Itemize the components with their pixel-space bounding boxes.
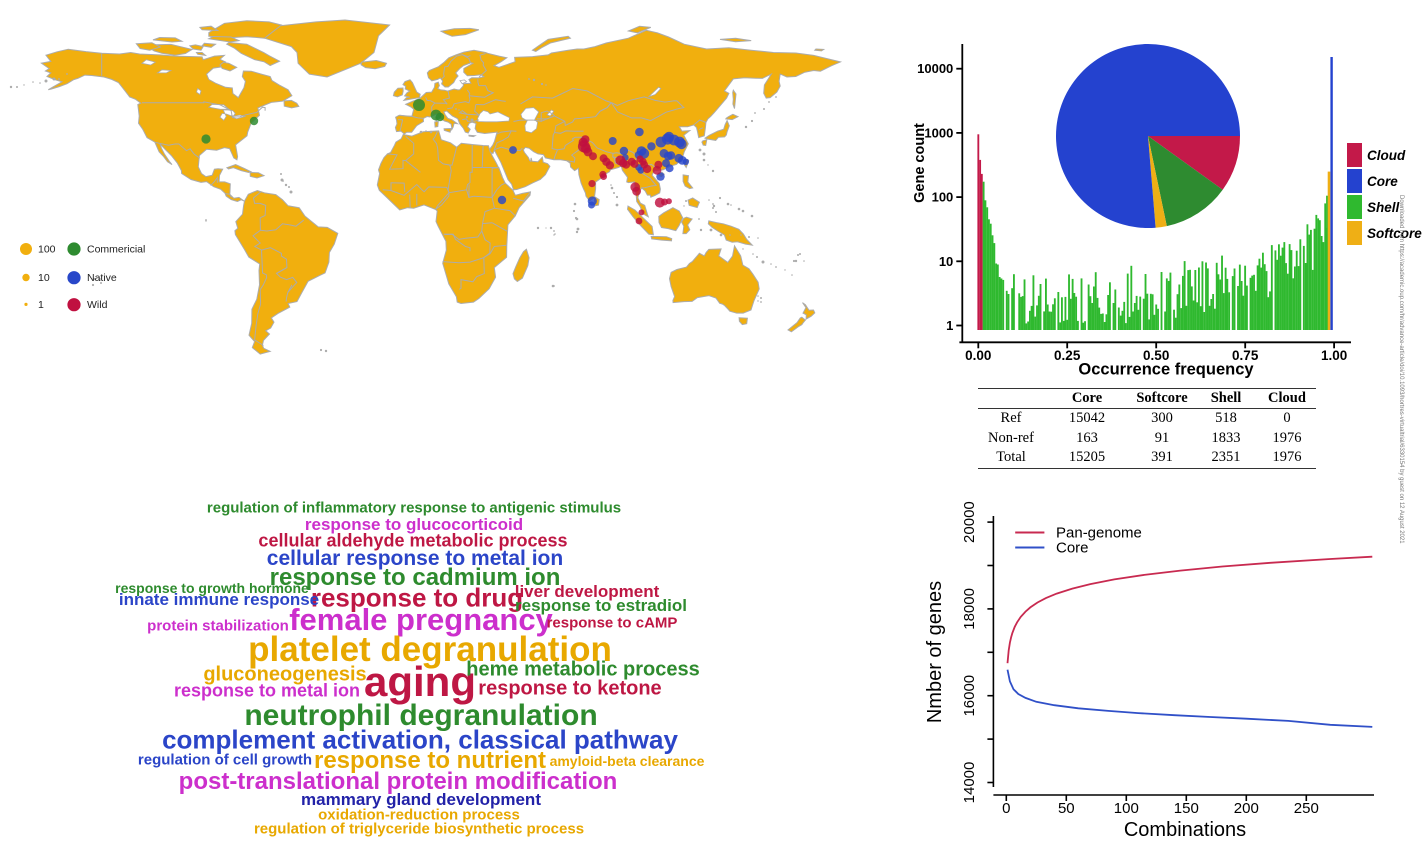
svg-text:16000: 16000 (961, 675, 978, 717)
svg-text:1: 1 (946, 318, 953, 333)
svg-text:1000: 1000 (924, 125, 953, 140)
svg-text:10: 10 (38, 272, 50, 284)
svg-text:100: 100 (1114, 800, 1139, 817)
svg-text:Occurrence frequency: Occurrence frequency (1078, 361, 1254, 379)
svg-text:0.75: 0.75 (1232, 348, 1259, 363)
svg-text:Native: Native (87, 272, 117, 284)
svg-text:Nmber of genes: Nmber of genes (924, 581, 946, 723)
svg-text:Softcore: Softcore (1367, 226, 1422, 241)
svg-text:Combinations: Combinations (1124, 819, 1246, 841)
svg-text:Core: Core (1056, 540, 1089, 557)
svg-text:150: 150 (1174, 800, 1199, 817)
svg-text:0: 0 (1002, 800, 1010, 817)
svg-text:10: 10 (939, 254, 953, 269)
svg-text:20000: 20000 (961, 501, 978, 543)
svg-text:10000: 10000 (917, 61, 953, 76)
svg-text:Cloud: Cloud (1367, 148, 1406, 163)
svg-text:Pan-genome: Pan-genome (1056, 525, 1142, 542)
svg-text:0.25: 0.25 (1054, 348, 1081, 363)
svg-text:0.00: 0.00 (965, 348, 991, 363)
svg-text:14000: 14000 (961, 762, 978, 804)
svg-text:Gene count: Gene count (912, 123, 928, 203)
svg-text:1.00: 1.00 (1321, 348, 1347, 363)
svg-text:100: 100 (38, 244, 56, 256)
svg-text:Commericial: Commericial (87, 244, 145, 256)
svg-text:200: 200 (1234, 800, 1259, 817)
svg-text:1: 1 (38, 299, 44, 311)
svg-text:250: 250 (1294, 800, 1319, 817)
svg-text:0.50: 0.50 (1143, 348, 1169, 363)
svg-text:Core: Core (1367, 174, 1398, 189)
svg-text:Wild: Wild (87, 299, 108, 311)
svg-text:18000: 18000 (961, 588, 978, 630)
svg-text:100: 100 (932, 190, 954, 205)
svg-text:50: 50 (1058, 800, 1075, 817)
svg-text:Shell: Shell (1367, 200, 1400, 215)
